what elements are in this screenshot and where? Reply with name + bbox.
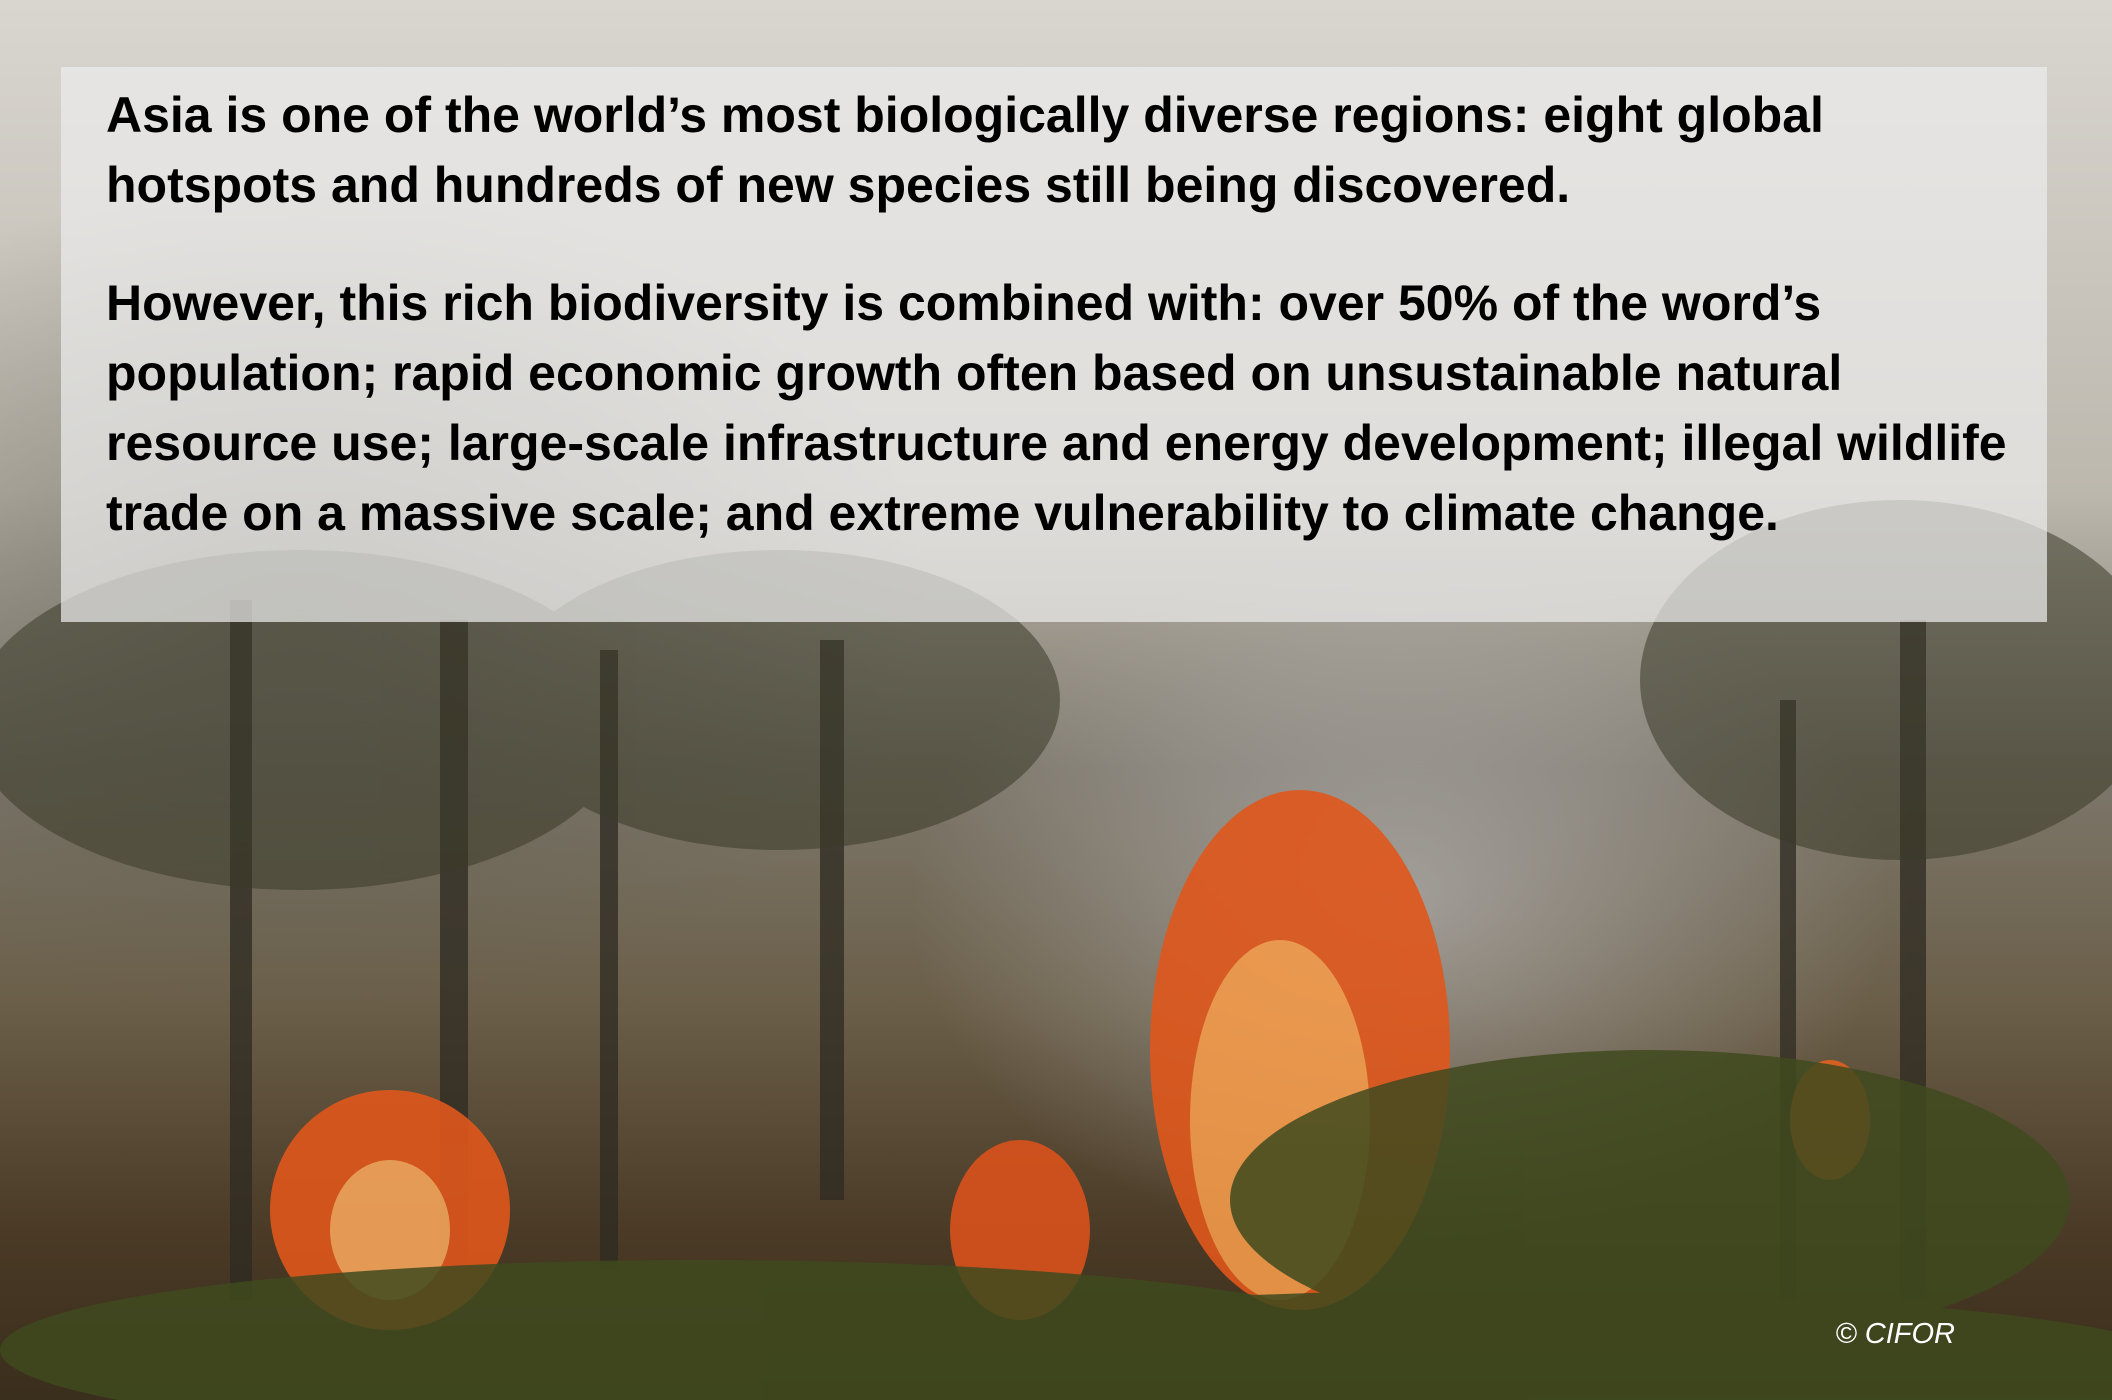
slide: Asia is one of the world’s most biologic… [0, 0, 2112, 1400]
paragraph: However, this rich biodiversity is combi… [106, 268, 2036, 548]
paragraph: Asia is one of the world’s most biologic… [106, 80, 2036, 220]
page: Asia is one of the world’s most biologic… [0, 0, 2112, 1400]
photo-credit: © CIFOR [1835, 1318, 1955, 1351]
text-block: Asia is one of the world’s most biologic… [106, 80, 2036, 596]
